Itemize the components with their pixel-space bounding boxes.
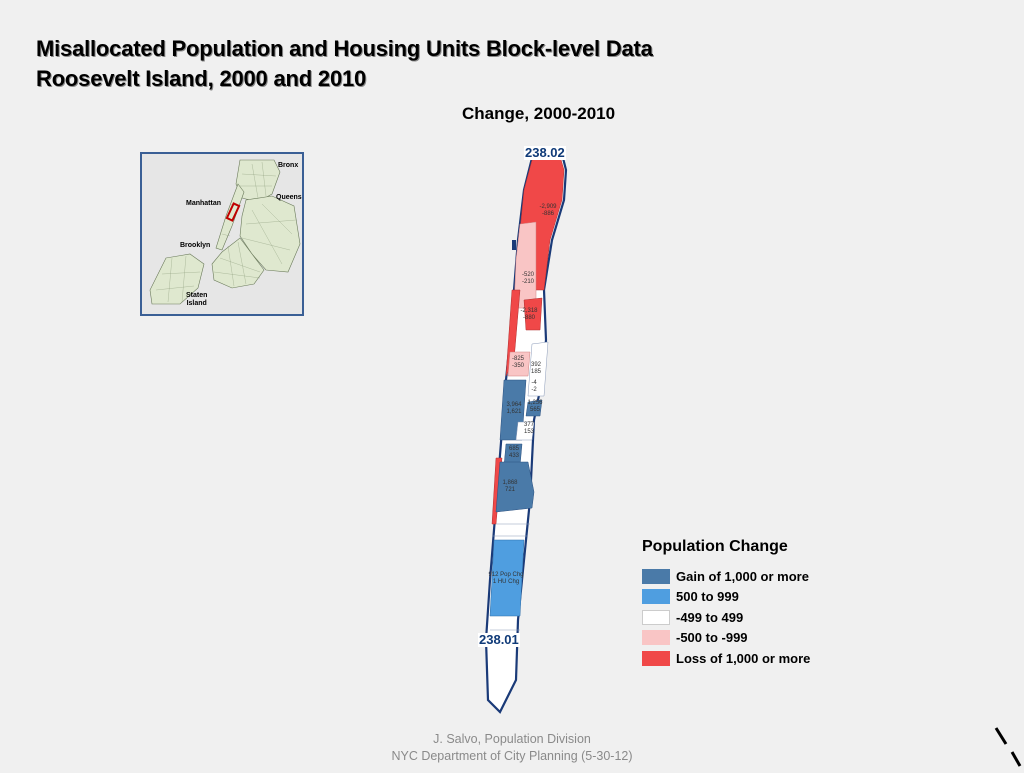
block-value: 1,256 565 [527, 400, 543, 413]
block-value: 912 Pop Chg 1 HU Chg [488, 572, 524, 585]
label-manhattan: Manhattan [186, 200, 221, 207]
footer-organization: NYC Department of City Planning (5-30-12… [391, 749, 633, 763]
nyc-boroughs-graphic [149, 159, 301, 305]
page-title: Misallocated Population and Housing Unit… [36, 34, 653, 94]
label-queens: Queens [276, 194, 302, 201]
pier-feature [512, 240, 516, 250]
title-line-2: Roosevelt Island, 2000 and 2010 [36, 66, 367, 91]
legend-swatch [642, 630, 670, 646]
legend-item: -499 to 499 [642, 607, 810, 628]
legend-swatch [642, 609, 670, 625]
block-gain-small [489, 539, 525, 617]
block-gain-large-2 [525, 399, 543, 417]
island-blocks-graphic [484, 152, 568, 714]
map-legend: Population Change Gain of 1,000 or more 5… [642, 538, 810, 669]
tract-label-238-02: 238.02 [524, 145, 566, 160]
block-light-loss-2 [507, 351, 531, 377]
block-neutral-1 [527, 341, 549, 397]
manhattan-shape [215, 183, 245, 251]
block-value: 1,868 721 [502, 480, 518, 493]
legend-label: 500 to 999 [676, 589, 739, 605]
legend-item: Loss of 1,000 or more [642, 648, 810, 669]
roosevelt-island-highlight [225, 202, 241, 222]
label-brooklyn: Brooklyn [180, 242, 211, 249]
block-value: -825 -350 [511, 356, 524, 369]
legend-item: -500 to -999 [642, 628, 810, 649]
legend-label: -500 to -999 [676, 630, 748, 646]
legend-label: Gain of 1,000 or more [676, 568, 809, 584]
legend-swatch [642, 650, 670, 666]
block-gain-large-4 [495, 461, 535, 513]
block-value: 377 153 [523, 422, 534, 435]
label-staten-island: Staten Island [186, 292, 208, 307]
legend-label: -499 to 499 [676, 609, 744, 625]
nyc-locator-map: Bronx Queens Manhattan Brooklyn Staten I… [140, 152, 304, 316]
title-line-1: Misallocated Population and Housing Unit… [36, 36, 653, 61]
slide-nav-marks [990, 724, 1024, 773]
block-value: 685 433 [508, 446, 519, 459]
tract-label-238-01: 238.01 [478, 632, 520, 647]
map-subtitle: Change, 2000-2010 [462, 104, 616, 123]
footer-author: J. Salvo, Population Division [433, 732, 591, 746]
block-neutral-2 [515, 421, 535, 441]
block-value: -4 -2 [531, 380, 537, 393]
roosevelt-island-block-map: 238.02 238.01 -2,909 -886 -520 -210 -2,318… [470, 140, 590, 725]
staten-island-shape [149, 253, 205, 305]
block-value: -2,909 -886 [539, 204, 557, 217]
legend-item: Gain of 1,000 or more [642, 566, 810, 587]
block-value: -2,318 -880 [520, 308, 538, 321]
legend-label: Loss of 1,000 or more [676, 650, 811, 666]
label-bronx: Bronx [278, 162, 299, 169]
block-value: 392 185 [530, 362, 541, 375]
brooklyn-shape [211, 237, 265, 289]
legend-swatch [642, 568, 670, 584]
queens-shape [239, 195, 301, 273]
legend-title: Population Change [642, 538, 788, 555]
legend-item: 500 to 999 [642, 587, 810, 608]
block-value: -520 -210 [521, 272, 534, 285]
block-mid-loss [523, 297, 543, 331]
block-value: 3,964 1,621 [506, 402, 522, 415]
legend-swatch [642, 589, 670, 605]
